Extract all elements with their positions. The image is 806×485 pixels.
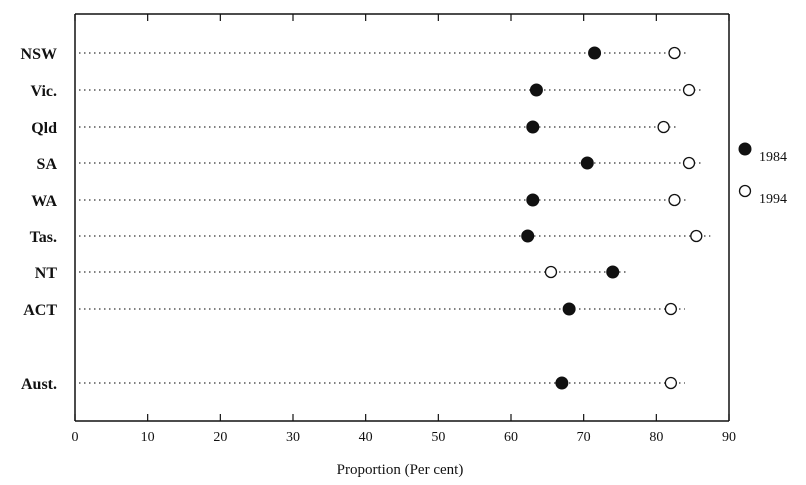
data-points (521, 46, 703, 390)
open-point-1994 (664, 376, 678, 390)
category-label: ACT (23, 302, 57, 319)
filled-point-1984 (606, 265, 620, 279)
x-tick-label: 70 (577, 430, 591, 445)
legend-label-1994: 1994 (759, 192, 787, 207)
open-point-1994 (664, 302, 678, 316)
x-tick-label: 40 (359, 430, 373, 445)
legend-label-1984: 1984 (759, 150, 787, 165)
filled-point-1984 (526, 120, 540, 134)
filled-point-1984 (580, 156, 594, 170)
category-label: NSW (21, 46, 57, 63)
x-tick-label: 80 (649, 430, 663, 445)
x-tick-label: 90 (722, 430, 736, 445)
filled-point-1984 (555, 376, 569, 390)
legend-marker-1994 (738, 184, 752, 198)
category-label: WA (31, 193, 57, 210)
category-label: Aust. (21, 376, 57, 393)
x-tick-label: 0 (72, 430, 79, 445)
open-point-1994 (690, 229, 703, 243)
open-point-1994 (544, 265, 558, 279)
category-label: Vic. (30, 83, 57, 100)
open-point-1994 (657, 120, 670, 134)
filled-point-1984 (588, 46, 602, 60)
open-point-1994 (682, 83, 696, 97)
filled-point-1984 (526, 193, 540, 207)
category-label: Qld (31, 120, 57, 137)
dotted-guide-lines (79, 52, 711, 384)
x-tick-label: 60 (504, 430, 518, 445)
filled-point-1984 (521, 229, 535, 243)
legend: 1984 1994 (738, 142, 787, 207)
x-tick-label: 20 (213, 430, 227, 445)
category-label: NT (35, 265, 58, 282)
category-label: SA (37, 156, 58, 173)
category-labels: NSW Vic. Qld SA WA Tas. NT ACT Aust. (21, 46, 58, 393)
plot-frame (74, 13, 730, 422)
x-tick-label: 30 (286, 430, 300, 445)
open-point-1994 (682, 156, 696, 170)
open-point-1994 (668, 193, 681, 207)
x-axis: 0 10 20 30 40 50 60 70 80 90 (72, 14, 736, 445)
category-label: Tas. (30, 229, 57, 246)
x-tick-label: 50 (431, 430, 445, 445)
x-axis-label: Proportion (Per cent) (337, 462, 464, 478)
legend-marker-1984 (738, 142, 752, 156)
filled-point-1984 (562, 302, 576, 316)
filled-point-1984 (529, 83, 543, 97)
x-tick-label: 10 (141, 430, 155, 445)
open-point-1994 (668, 46, 681, 60)
